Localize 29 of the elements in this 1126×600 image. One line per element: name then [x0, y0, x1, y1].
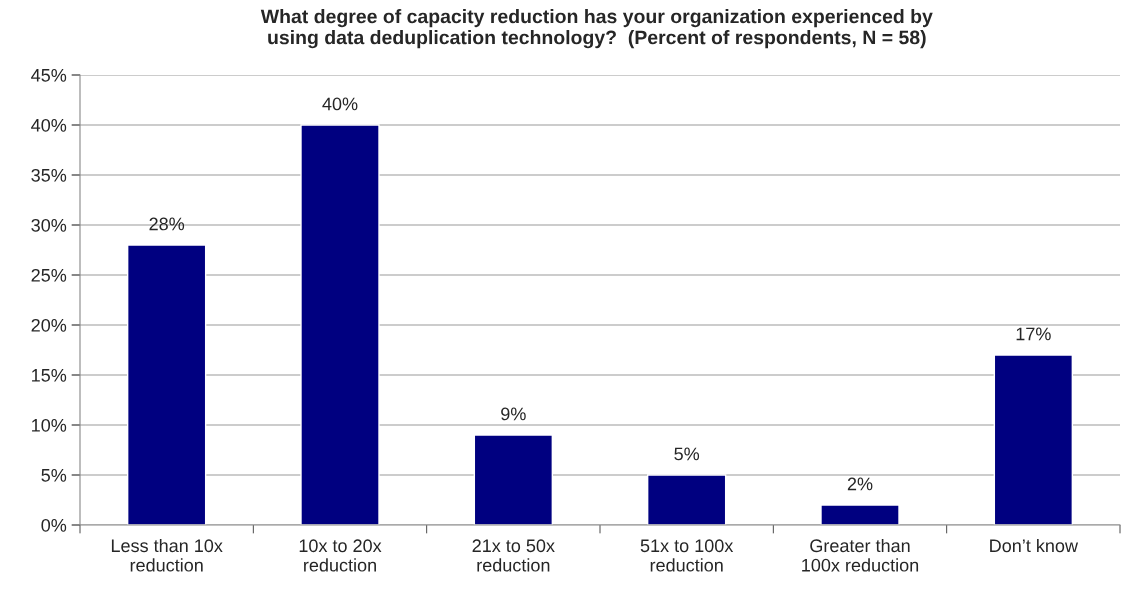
data-label: 5%: [674, 447, 700, 461]
bar: [993, 354, 1074, 525]
bar: [126, 244, 207, 525]
bar: [646, 474, 727, 525]
y-tick-label: 10%: [32, 418, 67, 432]
y-tick-label: 30%: [31, 218, 67, 232]
y-tick-label: 5%: [41, 469, 67, 482]
data-label: 28%: [149, 217, 185, 231]
bar: [300, 124, 380, 525]
data-label: 2%: [847, 477, 873, 491]
data-label: 40%: [322, 97, 358, 111]
data-label: 17%: [1016, 327, 1051, 341]
data-label: 9%: [501, 407, 526, 421]
x-tick-label: Greater than 100x reduction: [802, 538, 919, 572]
x-tick-label: Less than 10x reduction: [111, 538, 223, 572]
y-tick-label: 35%: [31, 168, 67, 182]
y-tick-label: 25%: [31, 268, 67, 282]
x-tick-label: 51x to 100x reduction: [640, 539, 734, 572]
y-tick-label: 40%: [31, 118, 67, 132]
x-tick-label: 21x to 50x reduction: [472, 539, 555, 572]
y-tick-label: 15%: [32, 369, 67, 382]
x-tick-label: Don’t know: [990, 538, 1079, 553]
y-tick-label: 45%: [31, 69, 67, 82]
y-tick-label: 0%: [41, 518, 67, 532]
y-tick-label: 20%: [31, 318, 67, 332]
chart-title: What degree of capacity reduction has your organization experienced by using data deduplication technology? (Percent of respondents, N = 58): [260, 9, 933, 49]
bar: [473, 434, 554, 525]
x-tick-label: 10x to 20x reduction: [299, 539, 382, 572]
bar: [820, 504, 900, 525]
